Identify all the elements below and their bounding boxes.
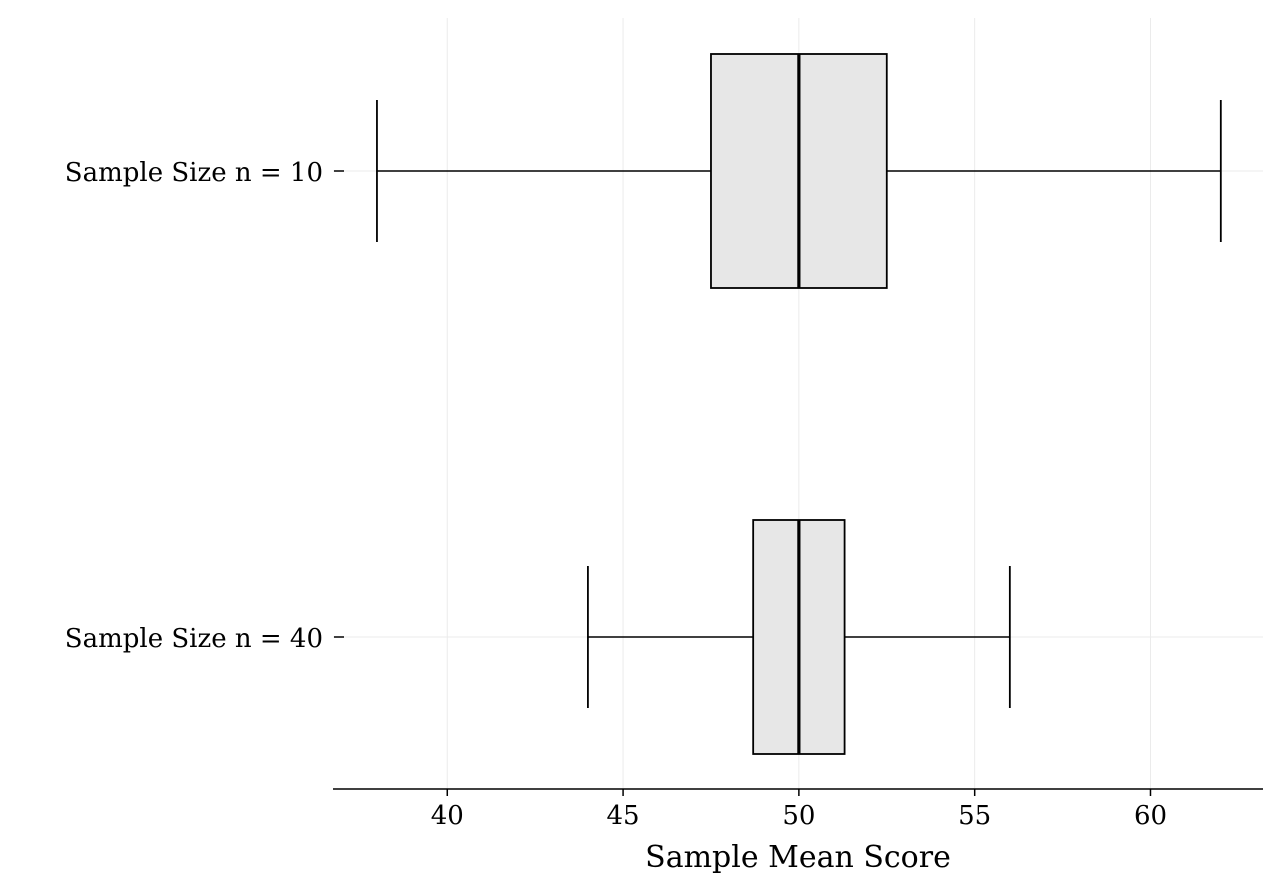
axis-layer: 40 45 50 55 60 Sample Size n = 10 Sample Size … bbox=[65, 158, 1263, 831]
x-axis-label: Sample Mean Score bbox=[645, 840, 951, 875]
x-tick-label: 60 bbox=[1134, 801, 1167, 831]
x-tick-label: 45 bbox=[607, 801, 640, 831]
x-tick-label: 55 bbox=[958, 801, 991, 831]
y-tick-label: Sample Size n = 10 bbox=[65, 158, 323, 188]
box-layer bbox=[376, 53, 1222, 755]
box-plot-1 bbox=[376, 53, 1222, 289]
y-tick-label: Sample Size n = 40 bbox=[65, 624, 323, 654]
box-plot-2 bbox=[587, 519, 1011, 755]
x-tick-label: 50 bbox=[782, 801, 815, 831]
x-tick-label: 40 bbox=[431, 801, 464, 831]
